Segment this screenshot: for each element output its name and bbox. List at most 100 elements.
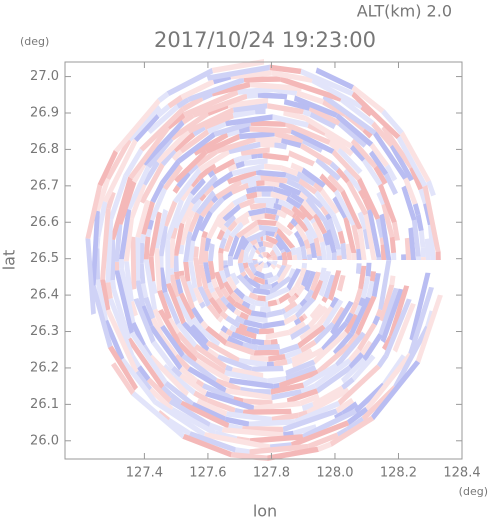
- radar-cell: [110, 176, 133, 240]
- radar-cell: [219, 237, 227, 249]
- radar-cell: [286, 268, 302, 291]
- radar-cell: [293, 292, 300, 299]
- radar-cell: [141, 119, 185, 166]
- radar-cell: [232, 194, 248, 206]
- radar-cell: [190, 306, 204, 324]
- radar-cell: [288, 268, 297, 279]
- radar-cell: [131, 162, 146, 184]
- radar-cell: [305, 196, 327, 222]
- radar-cell: [371, 121, 394, 148]
- radar-cell: [199, 199, 215, 218]
- radar-cell: [217, 315, 224, 323]
- radar-cell: [346, 180, 369, 216]
- radar-cell: [185, 280, 198, 303]
- radar-cell: [198, 192, 207, 202]
- radar-cell: [362, 127, 373, 139]
- radar-cell: [241, 300, 251, 310]
- radar-cell: [247, 246, 256, 260]
- radar-cell: [290, 246, 297, 256]
- radar-cell: [85, 184, 103, 239]
- radar-cell: [264, 163, 282, 171]
- radar-cell: [415, 214, 424, 232]
- radar-cell: [336, 427, 349, 438]
- radar-cell: [165, 282, 186, 325]
- radar-cell: [160, 159, 181, 185]
- radar-cell: [157, 91, 170, 103]
- radar-cell: [306, 387, 350, 416]
- radar-cell: [384, 298, 412, 357]
- radar-cell: [371, 273, 381, 298]
- radar-cell: [280, 76, 343, 102]
- radar-cell: [306, 247, 312, 255]
- radar-cell: [409, 272, 431, 342]
- radar-cell: [199, 301, 206, 309]
- radar-cell: [313, 237, 322, 257]
- radar-cell: [182, 433, 232, 458]
- radar-cell: [286, 222, 295, 231]
- radar-cell: [160, 148, 177, 167]
- radar-cell: [312, 385, 344, 408]
- radar-cell: [286, 357, 293, 365]
- radar-cell: [242, 262, 249, 269]
- radar-cell: [330, 300, 354, 336]
- radar-cell: [421, 257, 426, 260]
- radar-cell: [181, 95, 204, 112]
- radar-cell: [195, 352, 226, 376]
- radar-cell: [171, 149, 183, 162]
- radar-cell: [331, 149, 362, 181]
- radar-cell: [207, 169, 216, 178]
- radar-cell: [140, 305, 154, 328]
- radar-cell: [291, 420, 350, 448]
- radar-cell: [173, 149, 208, 183]
- radar-cell: [271, 70, 313, 83]
- radar-cell: [300, 383, 317, 395]
- radar-cell: [103, 319, 125, 361]
- radar-cell: [210, 195, 219, 204]
- radar-cell: [427, 224, 436, 260]
- radar-cell: [206, 281, 214, 290]
- radar-cell: [188, 431, 236, 453]
- radar-cell: [208, 287, 216, 294]
- radar-cell: [195, 190, 216, 215]
- radar-cell: [163, 200, 178, 227]
- radar-cell: [401, 254, 407, 260]
- radar-cell: [219, 310, 229, 320]
- radar-cell: [265, 207, 278, 215]
- radar-cell: [193, 343, 227, 370]
- radar-cell: [251, 365, 284, 372]
- radar-cell: [313, 321, 336, 345]
- radar-cell: [290, 162, 304, 173]
- radar-cell: [211, 59, 265, 74]
- x-tick-label: 128.4: [443, 466, 480, 481]
- radar-cell: [229, 324, 237, 333]
- radar-cell: [126, 165, 151, 211]
- plot-frame: [64, 61, 463, 460]
- radar-cell: [301, 269, 312, 288]
- radar-cell: [114, 270, 134, 335]
- y-tick-label: 26.5: [30, 251, 59, 266]
- radar-cell: [298, 204, 314, 221]
- radar-cell: [357, 211, 368, 230]
- radar-cell: [343, 216, 357, 254]
- radar-cell: [253, 349, 280, 356]
- radar-cell: [226, 128, 240, 138]
- radar-cell: [233, 156, 241, 164]
- radar-cell: [336, 255, 342, 260]
- radar-cell: [340, 96, 375, 126]
- radar-cell: [193, 131, 229, 156]
- radar-cell: [401, 185, 417, 221]
- radar-cell: [328, 140, 341, 152]
- radar-cell: [365, 262, 372, 277]
- radar-cell: [179, 201, 195, 225]
- radar-cell: [214, 297, 228, 313]
- radar-cell: [324, 131, 354, 157]
- radar-cell: [279, 369, 320, 389]
- radar-cell: [154, 208, 168, 249]
- radar-cell: [256, 186, 274, 192]
- radar-cell: [204, 133, 240, 154]
- radar-cell: [254, 108, 266, 115]
- radar-cell: [252, 259, 258, 261]
- radar-cell: [230, 291, 241, 304]
- radar-cell: [222, 203, 241, 222]
- radar-cell: [187, 209, 196, 219]
